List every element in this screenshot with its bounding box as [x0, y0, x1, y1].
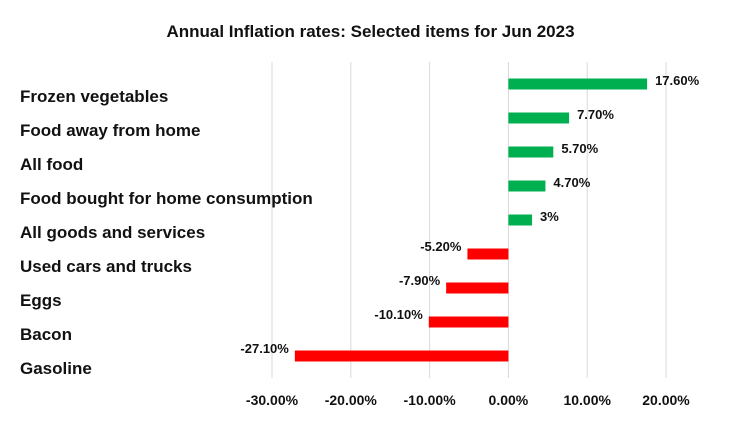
- category-label-8: Gasoline: [20, 359, 92, 378]
- x-tick-label-0: -30.00%: [246, 392, 299, 408]
- bar-8: [294, 350, 509, 362]
- chart-title: Annual Inflation rates: Selected items f…: [166, 22, 575, 41]
- category-label-6: Eggs: [20, 291, 62, 310]
- data-label-1: 7.70%: [577, 107, 614, 122]
- data-label-3: 4.70%: [553, 175, 590, 190]
- x-tick-label-2: -10.00%: [404, 392, 457, 408]
- data-label-5: -5.20%: [420, 239, 462, 254]
- data-label-8: -27.10%: [240, 341, 289, 356]
- bar-5: [467, 248, 509, 260]
- category-label-2: All food: [20, 155, 83, 174]
- bar-2: [508, 146, 554, 158]
- bar-1: [508, 112, 570, 124]
- bar-7: [428, 316, 509, 328]
- bar-6: [446, 282, 509, 294]
- data-label-7: -10.10%: [374, 307, 423, 322]
- data-label-4: 3%: [540, 209, 559, 224]
- x-tick-label-3: 0.00%: [489, 392, 529, 408]
- data-label-2: 5.70%: [561, 141, 598, 156]
- bar-0: [508, 78, 648, 90]
- x-tick-label-1: -20.00%: [325, 392, 378, 408]
- x-tick-label-5: 20.00%: [642, 392, 690, 408]
- data-label-0: 17.60%: [655, 73, 700, 88]
- category-label-1: Food away from home: [20, 121, 200, 140]
- bar-3: [508, 180, 546, 192]
- category-label-4: All goods and services: [20, 223, 205, 242]
- bar-4: [508, 214, 533, 226]
- category-label-5: Used cars and trucks: [20, 257, 192, 276]
- x-tick-label-4: 10.00%: [563, 392, 611, 408]
- category-label-7: Bacon: [20, 325, 72, 344]
- category-label-3: Food bought for home consumption: [20, 189, 313, 208]
- data-label-6: -7.90%: [399, 273, 441, 288]
- category-label-0: Frozen vegetables: [20, 87, 168, 106]
